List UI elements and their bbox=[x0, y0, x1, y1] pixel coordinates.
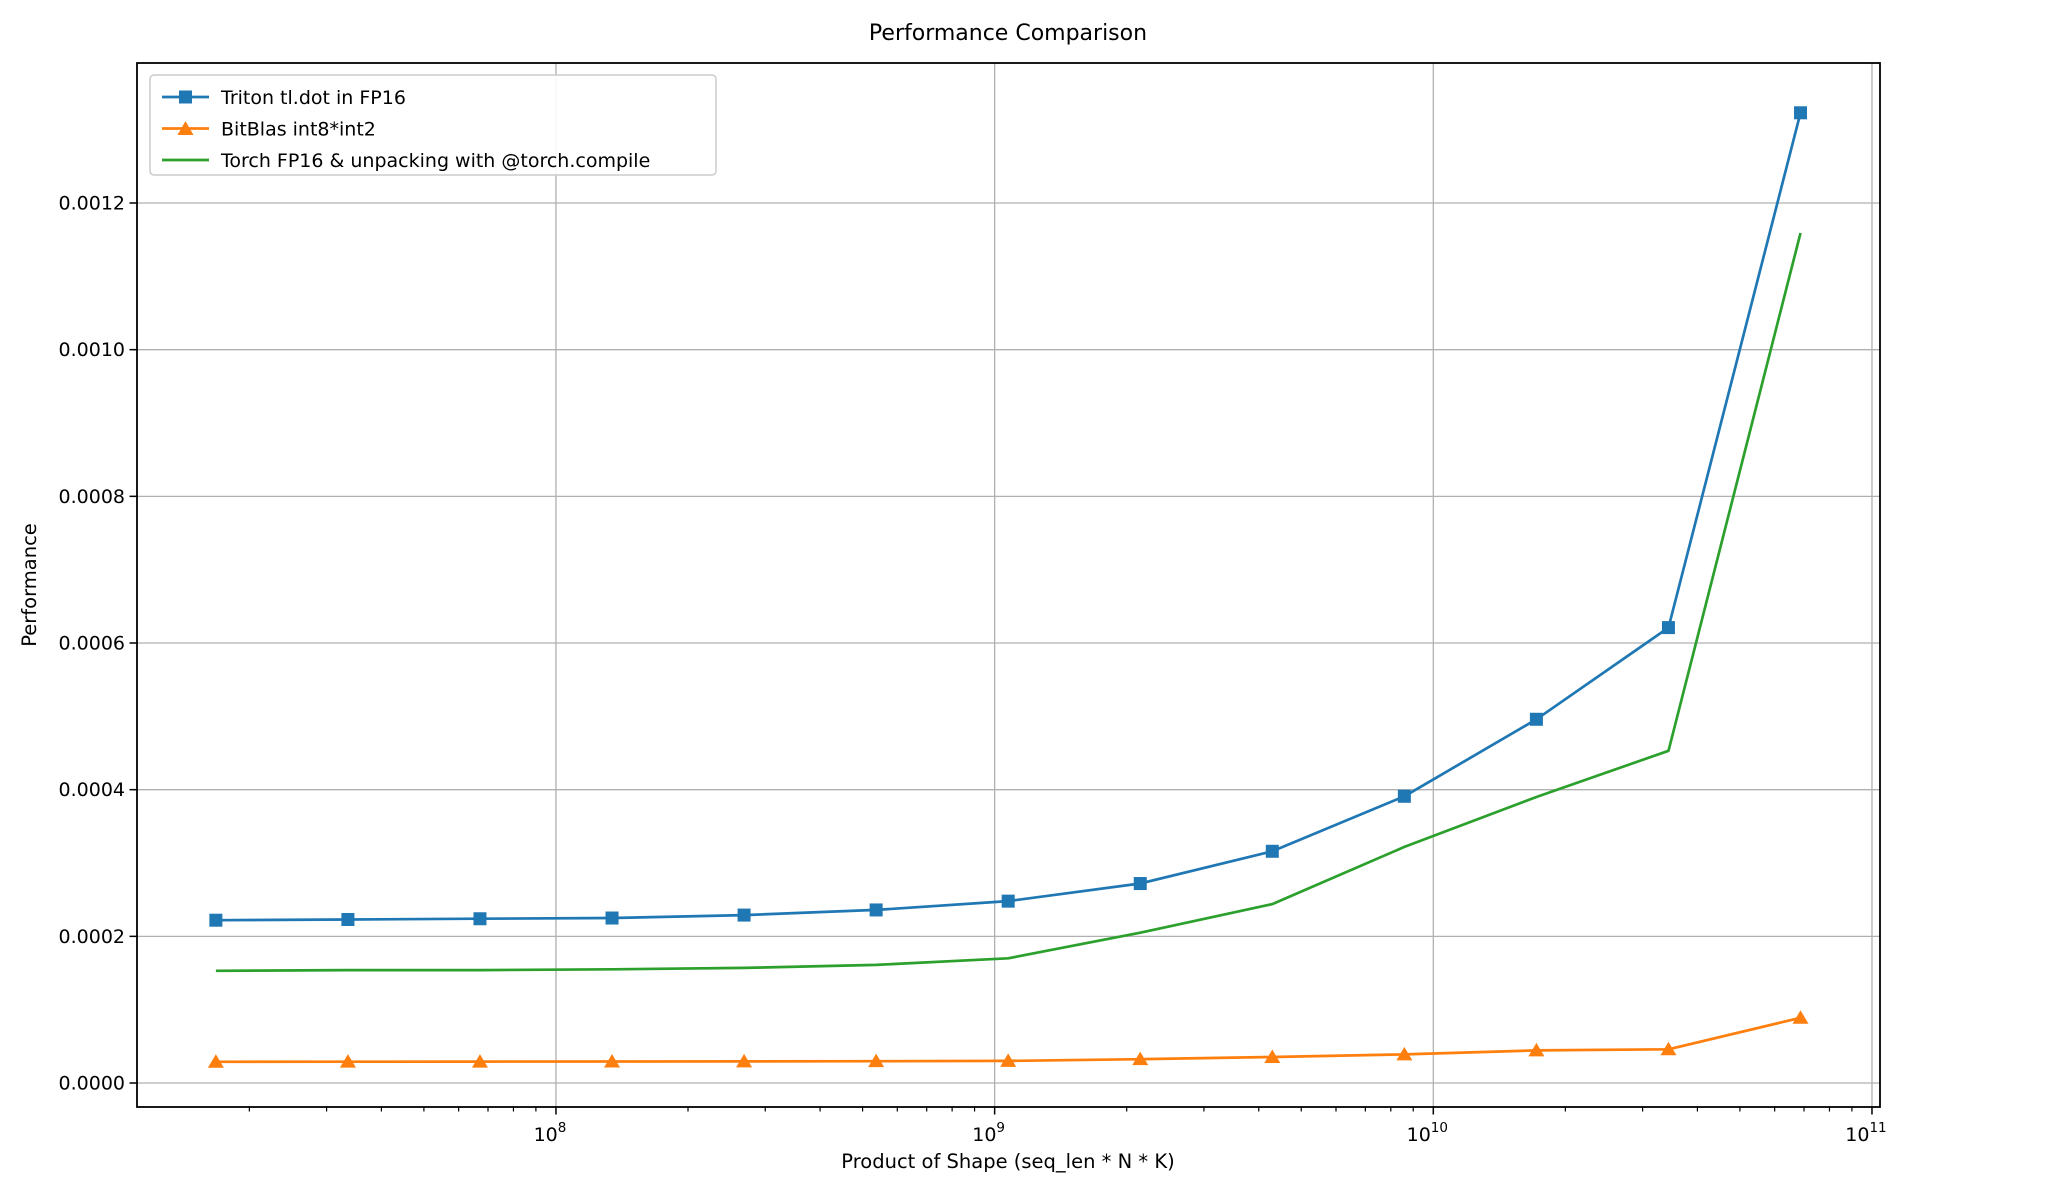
data-point-square bbox=[605, 911, 619, 925]
data-point-square bbox=[1001, 894, 1015, 908]
data-point-square bbox=[1133, 877, 1147, 891]
x-tick-label: 1011 bbox=[1845, 1120, 1886, 1146]
y-tick-label: 0.0004 bbox=[59, 779, 125, 801]
data-point-triangle bbox=[1528, 1042, 1545, 1057]
data-point-triangle bbox=[1000, 1053, 1017, 1067]
data-point-triangle bbox=[471, 1054, 488, 1068]
x-tick-label: 108 bbox=[534, 1120, 567, 1146]
x-axis-label: Product of Shape (seq_len * N * K) bbox=[841, 1150, 1174, 1173]
data-point-triangle bbox=[736, 1053, 753, 1068]
y-tick-label: 0.0006 bbox=[59, 633, 125, 655]
data-point-square bbox=[1529, 712, 1543, 726]
plot-area: 108 109 1010 1011 0.0000 0.0002 0.0004 0.0006 0.… bbox=[59, 62, 1887, 1146]
legend-item-label: Torch FP16 & unpacking with @torch.compi… bbox=[220, 150, 650, 172]
data-point-square bbox=[209, 913, 223, 927]
data-point-triangle bbox=[604, 1054, 621, 1068]
data-point-square bbox=[737, 908, 751, 922]
data-point-square bbox=[1397, 789, 1411, 803]
legend-box bbox=[149, 74, 717, 176]
data-point-triangle bbox=[1396, 1046, 1413, 1061]
legend-item: Triton tl.dot in FP16 bbox=[162, 87, 406, 109]
x-tick-label: 109 bbox=[972, 1120, 1005, 1146]
y-axis-label: Performance bbox=[18, 523, 41, 647]
data-point-square bbox=[1794, 106, 1808, 120]
legend-item-label: BitBlas int8*int2 bbox=[221, 119, 376, 141]
data-point-triangle bbox=[1660, 1041, 1677, 1056]
x-tick-label: 1010 bbox=[1407, 1120, 1448, 1146]
plot-border bbox=[136, 62, 1881, 1108]
data-point-triangle bbox=[207, 1054, 224, 1068]
legend-item: Torch FP16 & unpacking with @torch.compi… bbox=[162, 150, 650, 172]
legend-item-label: Triton tl.dot in FP16 bbox=[220, 87, 406, 109]
series-line bbox=[215, 232, 1802, 973]
data-point-square bbox=[869, 903, 883, 917]
legend-marker-square-icon bbox=[179, 90, 192, 104]
data-point-triangle bbox=[1264, 1049, 1281, 1063]
data-point-square bbox=[473, 912, 487, 926]
legend: Triton tl.dot in FP16 BitBlas int8*int2 … bbox=[149, 74, 717, 176]
y-tick-label: 0.0002 bbox=[59, 926, 125, 948]
data-point-triangle bbox=[1132, 1051, 1149, 1066]
y-tick-label: 0.0000 bbox=[59, 1073, 125, 1095]
data-point-square bbox=[1661, 621, 1675, 635]
data-point-triangle bbox=[1792, 1010, 1809, 1024]
data-point-triangle bbox=[868, 1053, 885, 1068]
legend-item: BitBlas int8*int2 bbox=[162, 119, 376, 141]
y-tick-label: 0.0008 bbox=[59, 486, 125, 508]
y-tick-label: 0.0012 bbox=[59, 192, 125, 214]
chart-title: Performance Comparison bbox=[869, 21, 1147, 46]
data-point-square bbox=[1265, 844, 1279, 858]
data-point-square bbox=[341, 912, 355, 926]
series-line bbox=[215, 112, 1802, 922]
data-point-triangle bbox=[339, 1054, 356, 1068]
legend-marker-triangle-icon bbox=[177, 121, 194, 135]
y-tick-label: 0.0010 bbox=[59, 339, 125, 361]
